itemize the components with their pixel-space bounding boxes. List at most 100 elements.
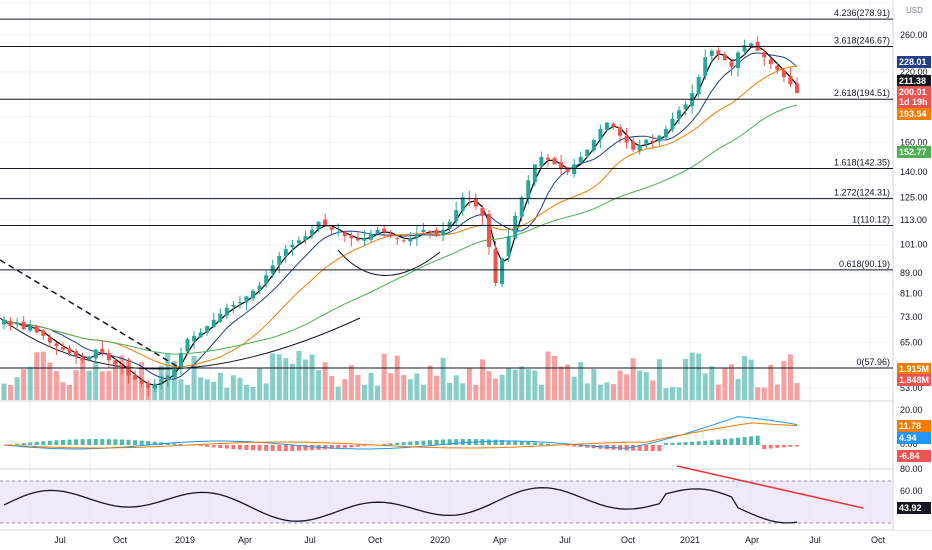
macd-histogram-bar — [28, 442, 33, 445]
macd-histogram-bar — [34, 441, 39, 445]
candle-body — [87, 356, 92, 360]
volume-bar — [27, 366, 33, 400]
price-tick-label: 140.00 — [900, 167, 928, 177]
fib-label: 1.618(142.35) — [834, 158, 890, 168]
macd-histogram-bar — [211, 445, 216, 448]
macd-histogram-bar — [545, 443, 550, 445]
volume-bar — [584, 383, 590, 400]
volume-bar — [702, 373, 708, 400]
candle-body — [703, 57, 708, 77]
macd-histogram-bar — [152, 441, 157, 445]
volume-bar — [191, 355, 197, 400]
candle-body — [342, 232, 347, 237]
volume-bar — [604, 382, 610, 400]
candle-body — [749, 43, 754, 48]
candle-body — [237, 302, 242, 304]
macd-histogram-bar — [113, 439, 118, 445]
volume-bar — [53, 371, 59, 400]
macd-histogram-bar — [244, 445, 249, 450]
candle-body — [41, 330, 46, 336]
macd-histogram-bar — [657, 445, 662, 451]
macd-tag: 4.94 — [899, 433, 917, 443]
volume-bar — [558, 366, 564, 400]
candle-body — [15, 322, 20, 325]
fib-levels[interactable]: 4.236(278.91) 3.618(246.67) 2.618(194.51) 1… — [0, 8, 893, 369]
candle-body — [762, 52, 767, 58]
candle-body — [126, 365, 131, 376]
rsi-band — [0, 480, 893, 524]
candle-body — [369, 233, 374, 240]
macd-histogram-bar — [703, 440, 708, 445]
candle-body — [28, 326, 33, 331]
macd-histogram-bar — [663, 442, 668, 445]
price-tag-bg — [897, 96, 931, 108]
volume-bar — [1, 383, 7, 400]
macd-signal-line — [3, 422, 798, 449]
volume-bar — [99, 371, 105, 400]
candle-body — [578, 156, 583, 163]
macd-histogram-bar — [80, 439, 85, 445]
candle-body — [683, 104, 688, 110]
volume-bar — [676, 387, 682, 400]
macd-histogram-bar — [178, 444, 183, 445]
candle-body — [598, 129, 603, 140]
volume-bar — [80, 359, 86, 400]
candle-body — [486, 214, 491, 247]
price-tick-label: 53.00 — [900, 383, 923, 393]
macd-histogram-bar — [100, 439, 105, 445]
candle-body — [224, 307, 229, 316]
price-tick-label: 113.00 — [900, 215, 927, 225]
macd-histogram-bar — [447, 439, 452, 445]
macd-histogram-bar — [460, 439, 465, 445]
volume-bar — [67, 384, 73, 400]
macd-histogram-bar — [670, 442, 675, 445]
candle-body — [454, 210, 459, 221]
macd-histogram-bar — [106, 439, 111, 445]
volume-bar — [198, 377, 204, 400]
candle-body — [257, 285, 262, 291]
volume-tag-bg — [897, 363, 931, 375]
downtrend-dashed-line — [0, 259, 181, 369]
cup-curves — [0, 249, 441, 370]
macd-tag: 11.78 — [899, 421, 921, 431]
volume-bar — [355, 374, 361, 400]
rsi-tag-bg — [897, 502, 931, 514]
macd-histogram-bar — [205, 445, 210, 447]
macd-tag-bg — [897, 450, 931, 462]
macd-histogram-bar — [552, 444, 557, 445]
macd-histogram-bar — [591, 445, 596, 449]
candle-body — [159, 379, 164, 382]
candle-body — [591, 139, 596, 151]
candles[interactable] — [2, 36, 799, 397]
macd-histogram-bar — [500, 440, 505, 445]
macd-histogram-bar — [290, 445, 295, 451]
candle-body — [663, 129, 668, 138]
time-label: Jul — [559, 535, 571, 545]
candle-body — [604, 122, 609, 130]
candle-body — [742, 45, 747, 52]
volume-bar — [794, 383, 800, 400]
volume-bar — [787, 354, 793, 400]
volume-bar — [368, 372, 374, 400]
candle-body — [355, 238, 360, 241]
volume-bar — [342, 379, 348, 400]
candle-body — [631, 141, 636, 150]
price-tick-label: 89.00 — [900, 268, 923, 278]
volume-bar — [257, 367, 263, 400]
volume-bar — [243, 384, 249, 400]
time-label: Oct — [368, 535, 383, 545]
candle-body — [618, 126, 623, 136]
macd-histogram-bar — [283, 445, 288, 451]
price-tag: 200.01 — [899, 87, 927, 97]
volume-bar — [761, 387, 767, 400]
macd-histogram-bar — [427, 440, 432, 445]
volume-bar — [755, 387, 761, 400]
macd-histogram-bar — [198, 445, 203, 447]
fib-label: 1(110.12) — [852, 215, 890, 225]
macd-histogram-bar — [690, 441, 695, 445]
macd-histogram-bar — [21, 443, 26, 445]
rsi-tick-label: 80.00 — [900, 464, 923, 474]
volume-bar — [427, 365, 433, 400]
volume-bar — [185, 384, 191, 400]
